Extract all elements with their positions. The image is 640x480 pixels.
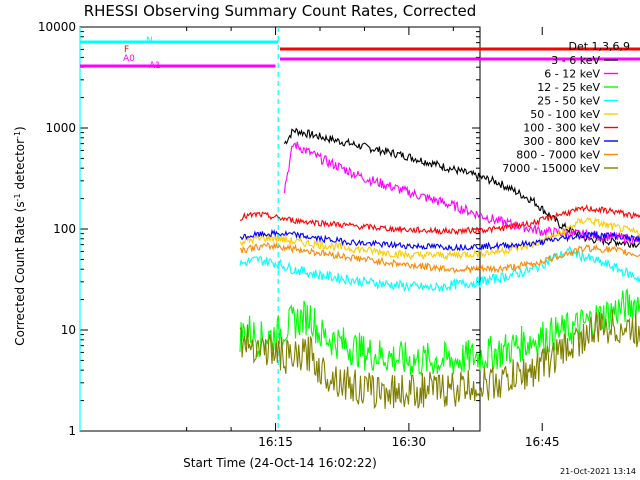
legend-label: 3 - 6 keV	[551, 54, 600, 67]
y-axis-ticks: 1 10 100 1000 10000	[38, 20, 480, 438]
series-line	[239, 204, 640, 236]
legend-label: 50 - 100 keV	[530, 108, 600, 121]
data-series	[239, 127, 640, 410]
series-line	[239, 309, 640, 410]
flag-label: N	[146, 36, 153, 46]
legend-label: 12 - 25 keV	[537, 81, 600, 94]
x-tick-label: 16:15	[258, 435, 293, 449]
legend-label: 800 - 7000 keV	[516, 149, 600, 162]
series-line	[283, 141, 640, 245]
flag-label: A1	[149, 61, 161, 71]
y-axis-label-part1: Corrected Count Rate (s	[13, 201, 27, 345]
y-tick-label: 100	[53, 222, 76, 236]
legend-label: 100 - 300 keV	[523, 122, 600, 135]
flag-label: F	[124, 45, 129, 55]
x-tick-label: 16:30	[392, 435, 427, 449]
y-axis-label-sup2: -1	[13, 131, 22, 139]
y-tick-label: 1000	[45, 121, 76, 135]
series-line	[239, 245, 640, 292]
plot-frame	[79, 26, 481, 432]
legend-title: Det 1,3,6,9	[568, 40, 630, 53]
y-axis-label-part3: )	[13, 126, 27, 131]
y-tick-label: 1	[68, 424, 76, 438]
series-line	[239, 241, 640, 274]
x-tick-label: 16:45	[525, 435, 560, 449]
series-line	[239, 288, 640, 377]
chart-title: RHESSI Observing Summary Count Rates, Co…	[84, 2, 477, 20]
state-flags: N FA0 A1	[80, 36, 640, 71]
reference-lines	[79, 27, 279, 431]
plot-axes	[79, 26, 481, 432]
legend-label: 6 - 12 keV	[544, 68, 600, 81]
legend-label: 7000 - 15000 keV	[502, 162, 600, 175]
y-tick-label: 10	[61, 323, 76, 337]
y-tick-label: 10000	[38, 20, 76, 34]
generation-timestamp: 21-Oct-2021 13:14	[560, 467, 636, 476]
series-line	[239, 228, 640, 252]
flag-label: A0	[123, 54, 135, 64]
y-axis-label: Corrected Count Rate (s-1 detector-1)	[13, 126, 28, 345]
series-line	[239, 216, 640, 261]
y-axis-label-sup1: -1	[13, 193, 22, 201]
y-axis-label-part2: detector	[13, 139, 27, 194]
x-axis-label: Start Time (24-Oct-14 16:02:22)	[183, 456, 377, 470]
legend-label: 25 - 50 keV	[537, 95, 600, 108]
legend-label: 300 - 800 keV	[523, 135, 600, 148]
